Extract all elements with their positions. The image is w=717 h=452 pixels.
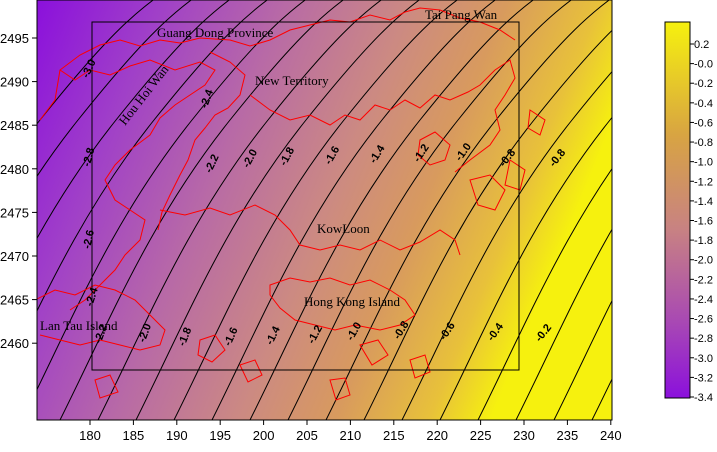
contour-line: [439, 116, 612, 420]
colorbar-tick-label: -3.2: [694, 372, 713, 384]
x-tick-label: 235: [557, 428, 579, 443]
colorbar-ramp: [664, 21, 691, 399]
contour-line: [401, 70, 612, 420]
colorbar-tick-label: -2.6: [694, 314, 713, 326]
contour-line: [59, 0, 344, 420]
y-tick-label: 2485: [0, 118, 29, 133]
colorbar-tick-label: -1.2: [694, 176, 713, 188]
label-new-territory: New Territory: [255, 73, 329, 88]
x-tick-label: 225: [470, 428, 492, 443]
label-kowloon: KowLoon: [317, 221, 370, 236]
contour-line: [97, 0, 382, 420]
colorbar-ticks: 0.2 -0.0 -0.2 -0.4 -0.6 -0.8 -1.0 -1.2 -1.4 -1.6 -…: [690, 39, 713, 404]
plot-border: [36, 0, 613, 421]
x-tick-label: 220: [426, 428, 448, 443]
y-tick-label: 2470: [0, 249, 29, 264]
contour-line: [553, 299, 612, 420]
colorbar-tick-label: -2.4: [694, 294, 713, 306]
contour-line: [363, 29, 612, 420]
contour-label: -2.6: [81, 229, 97, 250]
y-tick-label: 2490: [0, 75, 29, 90]
colorbar-tick-label: -1.6: [694, 216, 713, 228]
coastline-guangdong-lobe: [59, 59, 216, 311]
coastline-north: [39, 7, 516, 121]
colorbar-tick-label: -2.2: [694, 274, 713, 286]
label-lan-tau: Lan Tau Island: [40, 318, 118, 333]
y-tick-label: 2480: [0, 162, 29, 177]
contour-line: [325, 0, 610, 420]
coastline: [37, 7, 546, 401]
y-tick-label: 2460: [0, 336, 29, 351]
colorbar-tick-label: -3.0: [694, 353, 713, 365]
contour-label: -2.8: [81, 147, 98, 168]
color-field: [37, 0, 612, 420]
contour-line: [515, 228, 612, 420]
x-tick-label: 230: [513, 428, 535, 443]
colorbar-tick-label: -1.0: [694, 157, 713, 169]
colorbar-tick-label: 0.2: [694, 39, 709, 51]
coastline-islands-south: [94, 334, 431, 401]
y-tick-label: 2465: [0, 293, 29, 308]
x-tick-label: 200: [253, 428, 275, 443]
x-tick-label: 180: [79, 428, 101, 443]
x-tick-label: 240: [600, 428, 622, 443]
colorbar-tick-label: -2.0: [694, 255, 713, 267]
colorbar-tick-label: -0.0: [694, 59, 713, 71]
colorbar-tick-label: -2.8: [694, 333, 713, 345]
colorbar-tick-label: -0.4: [694, 98, 713, 110]
x-tick-label: 185: [123, 428, 145, 443]
coastline-inner-bay: [157, 51, 246, 231]
contour-line: [135, 0, 420, 420]
colorbar-tick-label: -0.6: [694, 117, 713, 129]
contour-label: -2.4: [84, 285, 102, 308]
x-tick-label: 190: [166, 428, 188, 443]
coastline-kowloon: [159, 204, 461, 256]
x-tick-label: 210: [340, 428, 362, 443]
study-area-frame: [91, 21, 520, 371]
x-tick-label: 215: [383, 428, 405, 443]
colorbar-tick-label: -3.4: [694, 392, 713, 404]
coastline-hk-island: [269, 277, 416, 331]
colorbar: 0.2 -0.0 -0.2 -0.4 -0.6 -0.8 -1.0 -1.2 -1.4 -1.6 -…: [664, 21, 713, 404]
coastline-new-territory: [249, 59, 516, 173]
label-guang-dong: Guang Dong Province: [157, 25, 273, 40]
x-tick-label: 195: [209, 428, 231, 443]
contour-line: [37, 0, 192, 178]
x-axis: 180 185 190 195 200 205 210 215 220 225 230 235 240: [79, 420, 622, 443]
contour-line: [37, 0, 268, 313]
y-tick-label: 2495: [0, 31, 29, 46]
contour-line: [37, 0, 154, 125]
coastline-islands-east: [417, 109, 546, 211]
contour-line: [249, 0, 534, 420]
colorbar-tick-label: -0.8: [694, 137, 713, 149]
colorbar-tick-label: -0.2: [694, 78, 713, 90]
colorbar-tick-label: -1.4: [694, 196, 713, 208]
colorbar-tick-label: -1.8: [694, 235, 713, 247]
label-tai-pang-wan: Tai Pang Wan: [425, 7, 498, 22]
contour-line: [287, 0, 572, 420]
contour-line: [173, 0, 458, 420]
contour-line: [37, 0, 306, 391]
coastline-lantau: [37, 284, 166, 351]
y-axis: 2495 2490 2485 2480 2475 2470 2465 2460: [0, 31, 37, 351]
label-hong-kong-island: Hong Kong Island: [304, 294, 401, 309]
y-tick-label: 2475: [0, 205, 29, 220]
x-tick-label: 205: [296, 428, 318, 443]
contour-line: [37, 0, 230, 240]
contour-line: [211, 0, 496, 420]
